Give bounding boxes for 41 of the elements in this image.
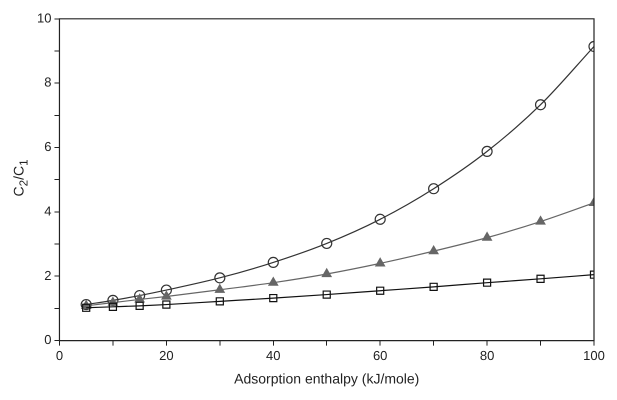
point <box>376 286 384 295</box>
y-tick-label: 2 <box>44 268 52 283</box>
y-tick-label: 8 <box>44 74 52 90</box>
x-tick-label: 20 <box>159 348 174 363</box>
point <box>162 300 171 309</box>
point <box>482 232 492 241</box>
point <box>268 277 278 286</box>
point <box>536 274 545 283</box>
point <box>536 216 546 225</box>
point <box>534 99 546 110</box>
point <box>136 302 144 310</box>
point <box>214 272 226 284</box>
x-tick-label: 0 <box>56 348 64 363</box>
point <box>160 284 172 296</box>
y-tick-label: 4 <box>44 203 52 218</box>
y-tick-label: 10 <box>36 10 52 26</box>
point <box>428 183 440 194</box>
y-tick-label: 0 <box>44 332 52 348</box>
point <box>161 290 172 300</box>
point <box>482 278 492 287</box>
x-tick-label: 40 <box>266 348 281 363</box>
point <box>322 290 331 299</box>
point <box>481 146 493 157</box>
point <box>268 256 279 268</box>
point <box>375 258 386 266</box>
point <box>374 214 386 225</box>
x-axis-title: Adsorption enthalpy (kJ/mole) <box>234 370 420 386</box>
x-tick-label: 80 <box>480 348 494 363</box>
point <box>428 246 439 254</box>
point <box>216 297 224 306</box>
point <box>82 304 90 312</box>
point <box>108 302 118 311</box>
point <box>214 284 225 293</box>
y-tick-label: 6 <box>44 139 52 154</box>
x-tick-label: 60 <box>372 348 388 363</box>
point <box>430 282 438 291</box>
point <box>269 294 278 302</box>
x-tick-label: 100 <box>583 348 605 363</box>
point <box>322 268 332 278</box>
point <box>134 290 146 302</box>
point <box>321 238 332 250</box>
